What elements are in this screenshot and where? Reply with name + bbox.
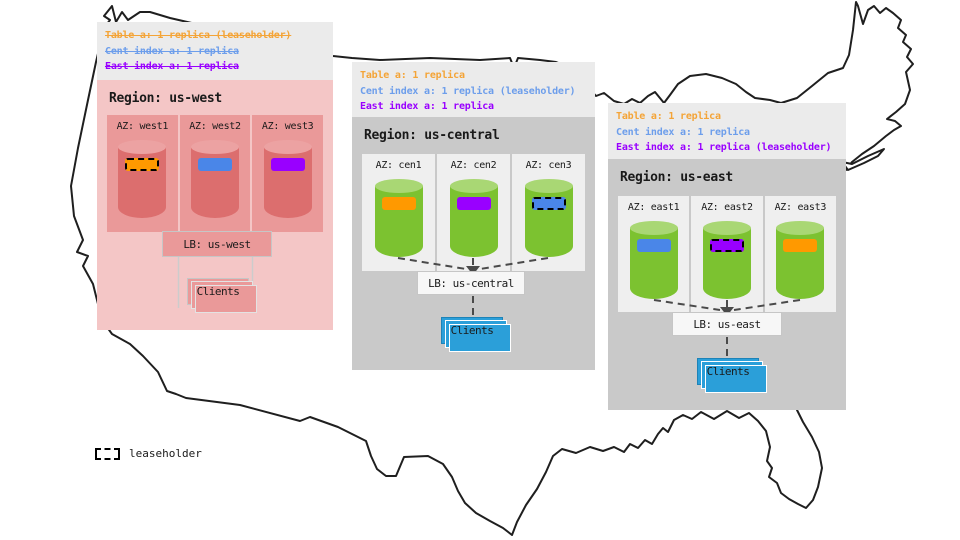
replica-chip bbox=[381, 197, 416, 210]
annotation-line: Cent index a: 1 replica (leaseholder) bbox=[360, 85, 576, 97]
lb-us-west: LB: us-west bbox=[162, 231, 272, 257]
az-label: AZ: cen3 bbox=[525, 160, 572, 171]
az-cen2: AZ: cen2 bbox=[437, 154, 510, 271]
replica-chip-leaseholder bbox=[531, 197, 566, 210]
database-cylinder bbox=[191, 140, 239, 218]
az-west2: AZ: west2 bbox=[179, 115, 251, 232]
az-west3: AZ: west3 bbox=[252, 115, 324, 232]
az-east2: AZ: east2 bbox=[691, 196, 763, 312]
az-label: AZ: cen2 bbox=[450, 160, 497, 171]
database-cylinder bbox=[776, 221, 825, 299]
cylinder-top bbox=[629, 221, 678, 235]
az-label: AZ: cen1 bbox=[375, 160, 422, 171]
lb-us-central: LB: us-central bbox=[417, 271, 525, 295]
cylinder-top bbox=[702, 221, 751, 235]
annotation-line: Cent index a: 1 replica bbox=[105, 45, 239, 57]
cylinder-top bbox=[374, 179, 423, 193]
annotation-line: Table a: 1 replica bbox=[360, 70, 465, 81]
clients-us-central: Clients bbox=[441, 317, 511, 352]
az-label: AZ: east2 bbox=[701, 202, 753, 213]
us-east-az-row: AZ: east1 AZ: east2 AZ: east3 bbox=[618, 196, 836, 312]
us-east-annotations: Table a: 1 replica Cent index a: 1 repli… bbox=[608, 103, 846, 159]
replica-chip-leaseholder bbox=[125, 158, 160, 171]
replica-chip bbox=[636, 239, 671, 252]
az-cen3: AZ: cen3 bbox=[512, 154, 585, 271]
cylinder-top bbox=[449, 179, 498, 193]
database-cylinder bbox=[629, 221, 678, 299]
database-cylinder bbox=[374, 179, 423, 257]
az-east1: AZ: east1 bbox=[618, 196, 690, 312]
us-west-annotations: Table a: 1 replica (leaseholder) Cent in… bbox=[97, 22, 333, 80]
region-title: Region: us-west bbox=[109, 91, 222, 106]
database-cylinder bbox=[118, 140, 167, 218]
region-title: Region: us-east bbox=[620, 170, 733, 185]
us-central-annotations: Table a: 1 replica Cent index a: 1 repli… bbox=[352, 62, 595, 117]
legend-label: leaseholder bbox=[129, 447, 202, 460]
annotation-line: East index a: 1 replica (leaseholder) bbox=[616, 142, 832, 153]
az-label: AZ: west1 bbox=[116, 121, 169, 132]
annotation-line: Table a: 1 replica bbox=[616, 111, 721, 122]
database-cylinder bbox=[263, 140, 312, 218]
leaseholder-swatch-icon bbox=[95, 447, 120, 460]
replica-chip bbox=[270, 158, 305, 171]
az-east3: AZ: east3 bbox=[764, 196, 836, 312]
az-label: AZ: west3 bbox=[261, 121, 314, 132]
cylinder-top bbox=[191, 140, 239, 154]
database-cylinder bbox=[702, 221, 751, 299]
region-title: Region: us-central bbox=[364, 128, 500, 143]
us-west-az-row: AZ: west1 AZ: west2 AZ: west3 bbox=[107, 115, 324, 232]
az-west1: AZ: west1 bbox=[107, 115, 178, 232]
cylinder-top bbox=[118, 140, 167, 154]
replica-chip bbox=[198, 158, 232, 171]
annotation-line: Table a: 1 replica (leaseholder) bbox=[105, 30, 292, 41]
az-label: AZ: east3 bbox=[774, 202, 827, 213]
us-central-az-row: AZ: cen1 AZ: cen2 AZ: cen3 bbox=[362, 154, 585, 271]
replica-chip-leaseholder bbox=[709, 239, 744, 252]
annotation-line: East index a: 1 replica bbox=[105, 61, 239, 72]
az-label: AZ: east1 bbox=[627, 202, 680, 213]
replica-chip bbox=[456, 197, 491, 210]
annotation-line: Cent index a: 1 replica bbox=[616, 126, 750, 138]
legend: leaseholder bbox=[95, 447, 202, 460]
clients-us-east: Clients bbox=[697, 358, 767, 393]
database-cylinder bbox=[449, 179, 498, 257]
clients-us-west: Clients bbox=[187, 278, 257, 313]
cylinder-top bbox=[524, 179, 573, 193]
annotation-line: East index a: 1 replica bbox=[360, 101, 494, 112]
az-label: AZ: west2 bbox=[189, 121, 241, 132]
lb-us-east: LB: us-east bbox=[672, 312, 782, 336]
cylinder-top bbox=[263, 140, 312, 154]
cylinder-top bbox=[776, 221, 825, 235]
az-cen1: AZ: cen1 bbox=[362, 154, 435, 271]
long-island-outline bbox=[841, 148, 885, 171]
replica-chip bbox=[783, 239, 818, 252]
database-cylinder bbox=[524, 179, 573, 257]
